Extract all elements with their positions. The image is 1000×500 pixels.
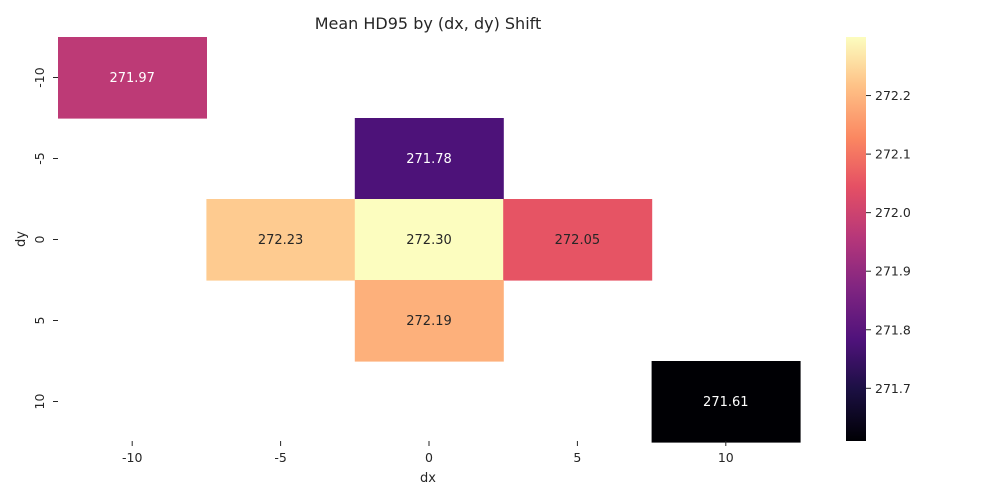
y-axis: -10 -5 0 5 10 — [32, 67, 58, 409]
heatmap-cell — [206, 199, 356, 281]
x-tick-label: 10 — [718, 450, 734, 465]
cell-value-label: 272.05 — [555, 233, 601, 248]
colorbar-ticks: 271.7 271.8 271.9 272.0 272.1 272.2 — [866, 88, 911, 396]
x-tick-label: 5 — [573, 450, 581, 465]
cell-value-label: 272.30 — [406, 233, 452, 248]
cell-value-label: 272.19 — [406, 314, 452, 329]
y-tick-label: 10 — [32, 394, 47, 410]
x-axis-label: dx — [420, 471, 436, 486]
colorbar-tick-label: 271.8 — [875, 322, 911, 337]
cell-value-label: 271.97 — [109, 71, 155, 86]
colorbar-tick-label: 271.7 — [875, 381, 911, 396]
cell-value-label: 272.23 — [258, 233, 304, 248]
colorbar — [846, 37, 866, 441]
x-tick-label: -5 — [274, 450, 286, 465]
cell-value-label: 271.78 — [406, 152, 452, 167]
colorbar-tick-label: 272.2 — [875, 88, 911, 103]
colorbar-tick-label: 272.1 — [875, 147, 911, 162]
y-tick-label: -5 — [32, 152, 47, 164]
heatmap-cells — [58, 37, 801, 443]
x-axis: -10 -5 0 5 10 — [122, 441, 734, 465]
chart-title: Mean HD95 by (dx, dy) Shift — [315, 14, 542, 33]
y-tick-label: 0 — [32, 235, 47, 243]
x-tick-label: 0 — [425, 450, 433, 465]
colorbar-tick-label: 271.9 — [875, 264, 911, 279]
heatmap-cell — [503, 199, 653, 281]
y-axis-label: dy — [14, 231, 29, 247]
cell-value-label: 271.61 — [703, 395, 749, 410]
colorbar-tick-label: 272.0 — [875, 205, 911, 220]
heatmap-cell — [354, 280, 504, 362]
x-tick-label: -10 — [122, 450, 142, 465]
heatmap-cell-labels: 271.97 271.78 272.23 272.30 272.05 272.19 271.… — [109, 71, 748, 410]
y-tick-label: 5 — [32, 317, 47, 325]
heatmap-cell — [651, 361, 801, 443]
heatmap-cell — [354, 118, 504, 200]
heatmap-cell — [354, 199, 504, 281]
y-tick-label: -10 — [32, 67, 47, 87]
heatmap-cell — [58, 37, 207, 119]
